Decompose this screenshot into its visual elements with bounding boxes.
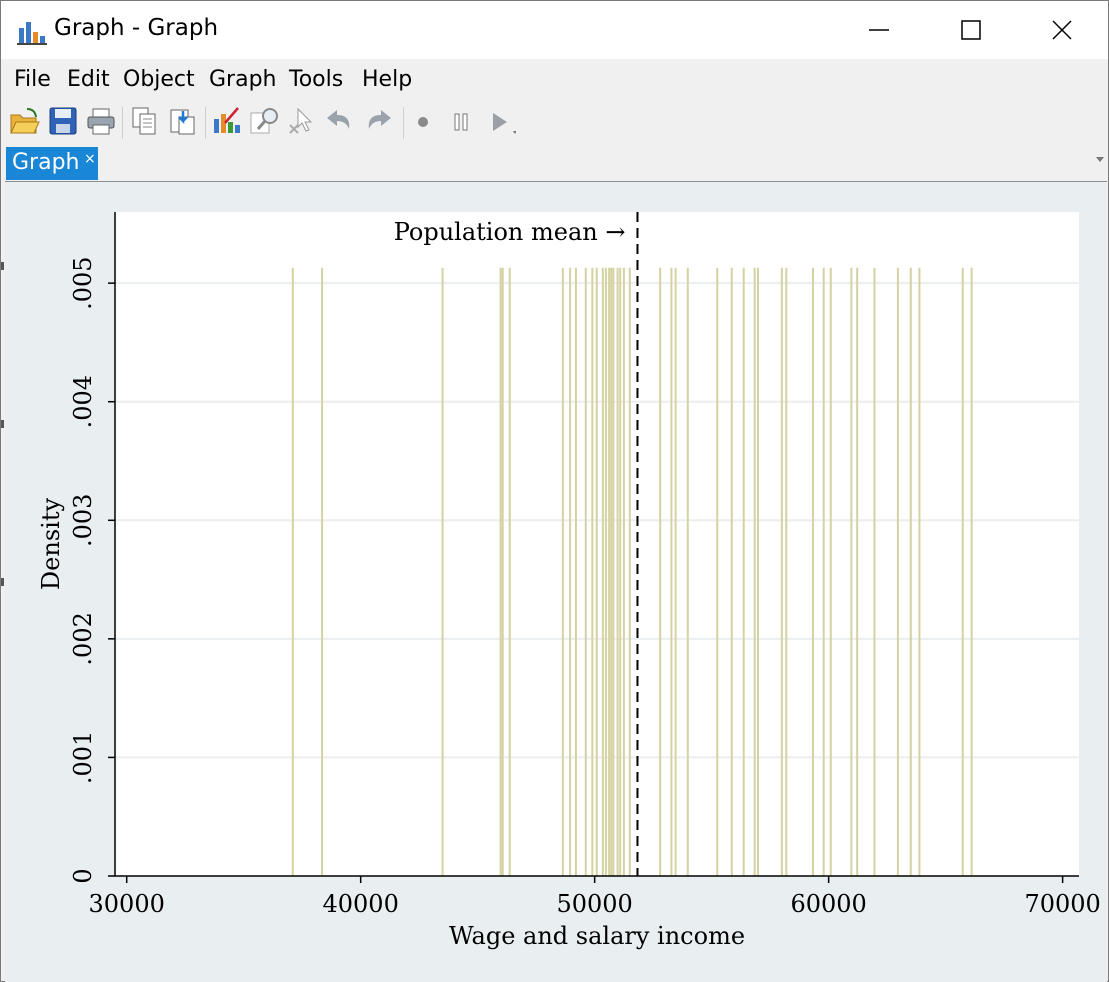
x-tick-label: 70000 xyxy=(1024,890,1100,918)
undo-icon xyxy=(327,110,350,129)
redo-button[interactable] xyxy=(363,105,395,137)
open-button[interactable] xyxy=(9,105,41,137)
edge-artifact xyxy=(1,262,4,270)
paste-button[interactable] xyxy=(167,105,199,137)
menu-tools[interactable]: Tools xyxy=(289,67,344,92)
title-bar[interactable]: Graph - Graph xyxy=(1,1,1108,59)
edge-artifact xyxy=(1,578,4,586)
y-tick-label: .001 xyxy=(69,731,97,784)
tab-close-icon[interactable]: × xyxy=(84,151,96,167)
graph-canvas: 0 .001 .002 .003 .004 .005 30000 40000 50000 600… xyxy=(5,181,1107,982)
print-icon xyxy=(87,108,115,135)
play-icon xyxy=(493,113,516,134)
y-tick-label: .005 xyxy=(69,256,97,309)
minimize-button[interactable] xyxy=(833,1,925,59)
menu-help[interactable]: Help xyxy=(362,67,413,92)
x-tick-label: 50000 xyxy=(556,890,632,918)
x-tick-label: 30000 xyxy=(89,890,165,918)
x-tick-label: 40000 xyxy=(322,890,398,918)
save-icon xyxy=(49,107,77,135)
open-icon xyxy=(10,108,40,134)
menu-file[interactable]: File xyxy=(14,67,51,92)
y-tick-label: .003 xyxy=(69,494,97,547)
population-mean-annotation: Population mean → xyxy=(394,218,626,246)
zoom-icon xyxy=(250,108,278,134)
y-tick-label: .004 xyxy=(69,375,97,428)
undo-button[interactable] xyxy=(323,105,355,137)
y-axis-title: Density xyxy=(37,498,65,591)
menu-graph[interactable]: Graph xyxy=(209,67,277,92)
tab-bar: Graph × xyxy=(1,147,1108,181)
record-icon xyxy=(418,117,428,127)
tab-list-dropdown-icon[interactable] xyxy=(1096,157,1104,162)
x-tick-label: 60000 xyxy=(790,890,866,918)
minimize-icon xyxy=(869,29,889,31)
save-button[interactable] xyxy=(47,105,79,137)
copy-button[interactable] xyxy=(129,105,161,137)
play-button[interactable] xyxy=(484,105,516,137)
x-axis-title: Wage and salary income xyxy=(449,922,745,950)
y-tick-label: 0 xyxy=(69,868,97,883)
maximize-button[interactable] xyxy=(925,1,1017,59)
y-tick-label: .002 xyxy=(69,612,97,665)
menu-bar: File Edit Object Graph Tools Help xyxy=(1,63,1108,99)
graph-app-icon xyxy=(17,22,47,45)
density-chart: 0 .001 .002 .003 .004 .005 30000 40000 50000 600… xyxy=(37,212,1101,950)
pointer-button[interactable] xyxy=(286,105,318,137)
menu-edit[interactable]: Edit xyxy=(67,67,110,92)
close-button[interactable] xyxy=(1016,1,1108,59)
redo-icon xyxy=(368,110,391,129)
zoom-button[interactable] xyxy=(249,105,281,137)
pause-button[interactable] xyxy=(445,105,477,137)
graph-editor-icon xyxy=(214,107,240,133)
maximize-icon xyxy=(961,20,981,40)
edge-artifact xyxy=(1,420,4,428)
paste-icon xyxy=(170,109,195,135)
print-button[interactable] xyxy=(85,105,117,137)
tab-graph-label: Graph xyxy=(12,150,80,175)
pointer-icon xyxy=(289,107,313,134)
pause-icon xyxy=(454,113,468,131)
menu-object[interactable]: Object xyxy=(123,67,195,92)
window-title: Graph - Graph xyxy=(54,15,219,41)
tab-graph[interactable]: Graph × xyxy=(6,147,98,180)
copy-icon xyxy=(132,107,156,135)
graph-editor-button[interactable] xyxy=(211,105,243,137)
record-button[interactable] xyxy=(407,105,439,137)
close-icon xyxy=(1052,20,1072,40)
toolbar xyxy=(1,103,1108,143)
